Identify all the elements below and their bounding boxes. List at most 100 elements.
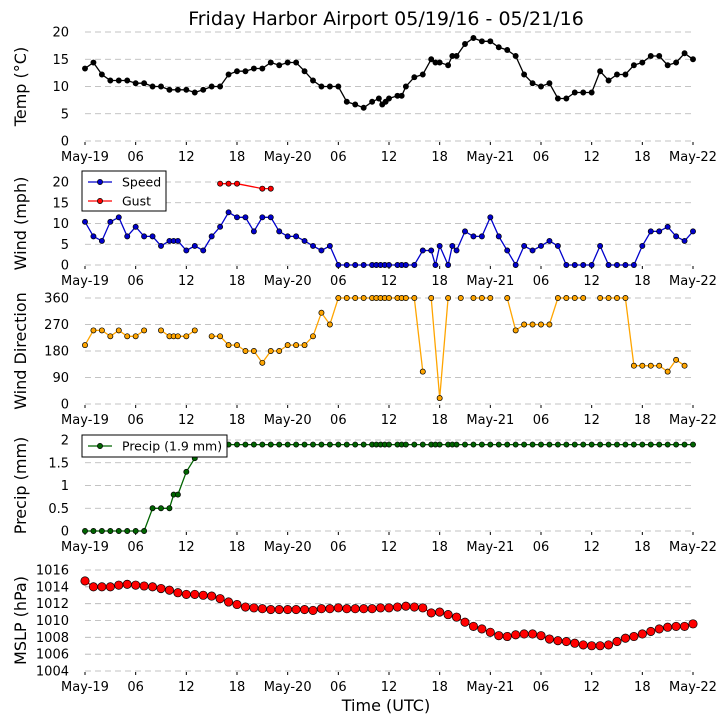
data-point — [622, 71, 629, 78]
data-point — [139, 581, 149, 591]
data-point — [310, 441, 316, 448]
data-point — [563, 295, 570, 301]
data-point — [141, 528, 148, 534]
data-point — [411, 441, 418, 448]
data-point — [435, 607, 445, 617]
data-point — [402, 441, 409, 448]
data-point — [208, 233, 215, 240]
data-point — [512, 441, 519, 448]
y-tick-label: 1008 — [36, 631, 69, 646]
data-point — [141, 327, 148, 334]
data-point — [544, 634, 554, 644]
data-point — [597, 441, 604, 448]
data-point — [259, 65, 266, 72]
data-point — [664, 223, 671, 230]
data-point — [639, 362, 646, 369]
data-point — [225, 71, 232, 78]
series-temp — [82, 35, 696, 111]
y-tick-label: 0 — [61, 259, 69, 274]
data-point — [359, 604, 369, 614]
data-point — [647, 441, 654, 448]
data-point — [132, 223, 139, 230]
x-tick-label: 06 — [127, 540, 144, 555]
data-point — [529, 247, 536, 254]
data-point — [504, 47, 511, 53]
x-tick-label: 18 — [431, 680, 448, 695]
x-tick-label: 12 — [583, 150, 600, 165]
data-point — [132, 528, 139, 534]
data-point — [622, 295, 629, 301]
data-point — [115, 327, 122, 334]
data-point — [107, 528, 114, 534]
data-point — [284, 342, 291, 349]
x-tick-label: 06 — [127, 680, 144, 695]
x-tick-label: 18 — [229, 150, 246, 165]
data-point — [166, 505, 173, 512]
data-point — [174, 86, 181, 93]
y-tick-label: 1006 — [36, 648, 69, 663]
y-tick-label: 1010 — [36, 614, 69, 629]
data-point — [360, 295, 367, 301]
data-point — [428, 247, 435, 254]
data-point — [419, 368, 426, 375]
x-tick-label: 18 — [634, 540, 651, 555]
data-point — [326, 83, 333, 90]
data-point — [580, 441, 587, 448]
data-point — [234, 342, 240, 349]
data-point — [257, 604, 267, 614]
data-point — [217, 223, 224, 230]
data-point — [419, 247, 426, 254]
series-speed — [82, 209, 696, 268]
data-point — [333, 603, 343, 613]
data-point — [528, 629, 538, 639]
y-tick-label: 0.5 — [48, 502, 69, 517]
y-tick-label: 1014 — [36, 580, 69, 595]
data-point — [487, 441, 494, 448]
data-point — [521, 242, 528, 249]
data-point — [664, 62, 671, 69]
data-point — [620, 633, 630, 643]
data-point — [664, 441, 671, 448]
x-tick-label: May-20 — [264, 274, 312, 289]
x-tick-label: 18 — [634, 413, 651, 428]
data-point — [538, 441, 544, 448]
data-point — [504, 247, 511, 254]
data-point — [293, 59, 300, 66]
x-tick-label: 18 — [431, 150, 448, 165]
data-point — [124, 333, 131, 340]
panel-wind: 0 5 10 15 20 May-19 06 12 18 May-20 06 12 18 May-21 06… — [11, 170, 717, 289]
data-point — [90, 59, 97, 66]
data-point — [310, 333, 316, 340]
data-point — [174, 491, 181, 498]
data-point — [453, 53, 460, 59]
data-point — [494, 631, 504, 641]
x-tick-label: 18 — [229, 540, 246, 555]
data-point — [681, 441, 688, 448]
data-point — [208, 333, 215, 340]
x-tick-label: 06 — [127, 413, 144, 428]
legend-label: Precip (1.9 mm) — [122, 439, 222, 454]
data-point — [647, 362, 654, 369]
data-point — [217, 180, 224, 187]
data-point — [529, 321, 536, 328]
data-point — [646, 626, 656, 636]
data-point — [114, 580, 124, 590]
x-tick-label: May-21 — [466, 150, 514, 165]
data-point — [418, 603, 428, 613]
data-point — [512, 327, 519, 334]
data-point — [478, 441, 485, 448]
data-point — [360, 441, 367, 448]
series-line — [506, 297, 584, 332]
data-point — [597, 68, 604, 75]
data-point — [335, 295, 342, 301]
data-point — [588, 262, 595, 268]
y-tick-label: 10 — [52, 217, 69, 232]
data-point — [141, 80, 148, 87]
data-point — [554, 441, 561, 448]
data-point — [664, 368, 671, 375]
data-point — [639, 59, 646, 66]
data-point — [200, 86, 207, 93]
data-point — [217, 83, 224, 90]
x-tick-label: May-22 — [669, 150, 717, 165]
